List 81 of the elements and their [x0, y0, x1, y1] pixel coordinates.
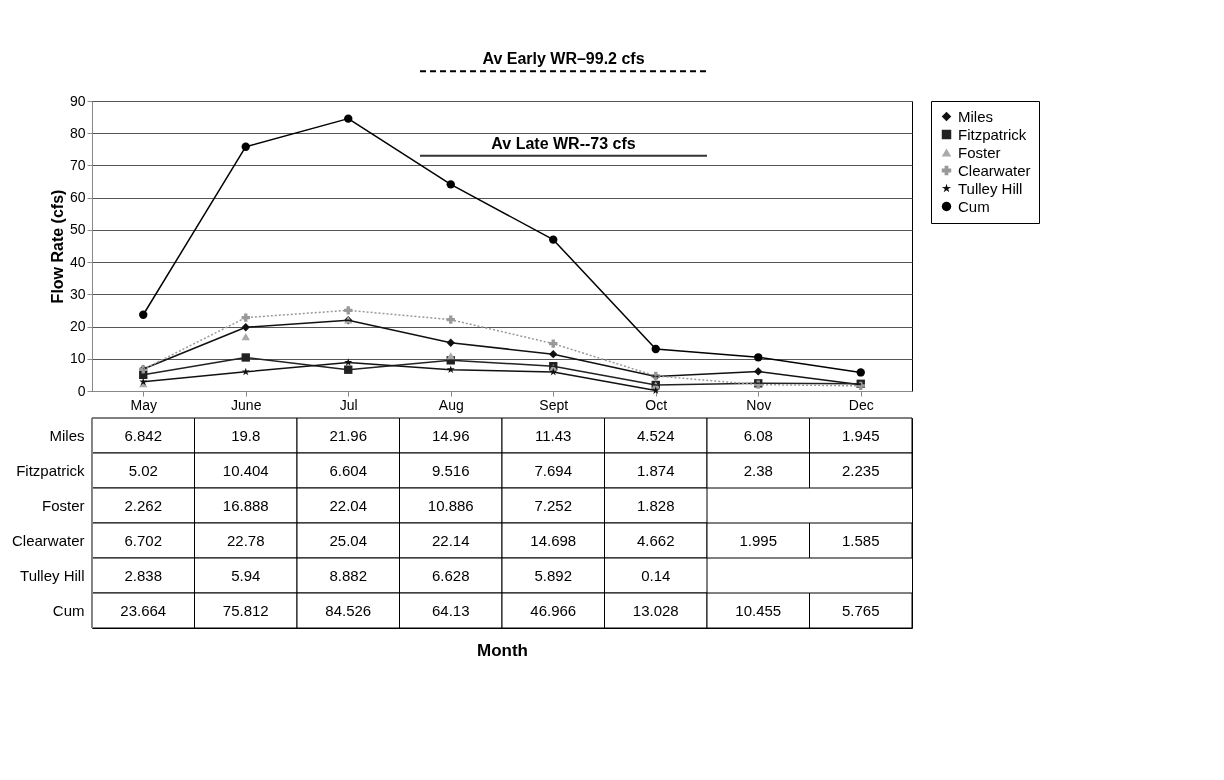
- data-label: 22.14: [431, 531, 470, 549]
- data-label: 1.945: [841, 426, 880, 444]
- ref-line-label: Av Early WR–99.2 cfs: [482, 50, 645, 68]
- data-label: 14.698: [530, 531, 577, 549]
- data-label: 9.516: [431, 461, 470, 479]
- data-label: 5.892: [534, 566, 573, 584]
- data-label: 6.604: [329, 461, 368, 479]
- data-label: 2.262: [124, 496, 163, 514]
- data-label: 1.995: [739, 531, 778, 549]
- ref-line-label: Av Late WR--73 cfs: [491, 134, 636, 152]
- text: Tulley Hill: [20, 566, 85, 584]
- data-label: 84.526: [325, 601, 372, 619]
- data-label: 13.028: [632, 601, 679, 619]
- y-tick-label: 10: [69, 350, 86, 367]
- data-label: 10.455: [735, 601, 782, 619]
- y-tick-label: 20: [69, 318, 86, 335]
- data-label: 4.524: [636, 426, 675, 444]
- data-label: 23.664: [120, 601, 167, 619]
- data-label: 2.838: [124, 566, 163, 584]
- text: Foster: [41, 496, 85, 514]
- data-label: 25.04: [329, 531, 368, 549]
- data-label: 19.8: [231, 426, 261, 444]
- x-tick-label: Jul: [339, 396, 358, 413]
- x-tick-label: Nov: [746, 396, 772, 413]
- data-label: 4.662: [636, 531, 675, 549]
- text: Clearwater: [11, 531, 85, 549]
- y-tick-label: 60: [69, 189, 86, 206]
- y-tick-label: 80: [69, 124, 86, 141]
- y-tick-label: 70: [69, 156, 86, 173]
- x-tick-label: Aug: [438, 396, 464, 413]
- data-label: 21.96: [329, 426, 368, 444]
- data-label: 7.694: [534, 461, 573, 479]
- x-tick-label: Sept: [539, 396, 569, 413]
- x-tick-label: May: [130, 396, 157, 413]
- data-label: 10.404: [222, 461, 269, 479]
- data-label: 6.702: [124, 531, 163, 549]
- text: Cum: [52, 601, 85, 619]
- point: [446, 352, 455, 360]
- data-label: 5.94: [231, 566, 261, 584]
- data-label: 2.38: [743, 461, 773, 479]
- text: Fitzpatrick: [16, 461, 85, 479]
- data-label: 64.13: [431, 601, 470, 619]
- data-label: 16.888: [222, 496, 269, 514]
- data-label: 6.842: [124, 426, 163, 444]
- legend-label: Cum: [958, 197, 990, 215]
- legend-label: Fitzpatrick: [958, 125, 1027, 143]
- data-label: 2.235: [841, 461, 880, 479]
- data-label: 1.828: [636, 496, 675, 514]
- data-label: 0.14: [641, 566, 671, 584]
- legend-label: Clearwater: [958, 161, 1031, 179]
- x-tick-label: Dec: [848, 396, 874, 413]
- data-label: 10.886: [427, 496, 474, 514]
- y-tick-label: 0: [77, 382, 86, 399]
- x-tick-label: June: [231, 396, 262, 413]
- y-tick-label: 40: [69, 253, 86, 270]
- data-label: 22.78: [226, 531, 265, 549]
- point: [241, 332, 250, 341]
- data-label: 5.765: [841, 601, 880, 619]
- y-axis-title: Flow Rate (cfs): [48, 189, 66, 304]
- data-label: 6.08: [743, 426, 773, 444]
- data-label: 5.02: [128, 461, 158, 479]
- text: Miles: [49, 426, 85, 444]
- y-tick-label: 50: [69, 221, 86, 238]
- data-label: 22.04: [329, 496, 368, 514]
- y-tick-label: 30: [69, 285, 86, 302]
- data-label: 8.882: [329, 566, 368, 584]
- y-tick-label: 90: [69, 92, 86, 109]
- legend-label: Foster: [958, 143, 1001, 161]
- data-label: 1.585: [841, 531, 880, 549]
- data-label: 46.966: [530, 601, 577, 619]
- data-label: 14.96: [431, 426, 470, 444]
- legend-label: Miles: [958, 107, 994, 125]
- point: [446, 365, 455, 374]
- data-label: 6.628: [431, 566, 470, 584]
- data-label: 11.43: [535, 426, 572, 444]
- data-label: 75.812: [222, 601, 269, 619]
- data-label: 1.874: [636, 461, 675, 479]
- x-tick-label: Oct: [645, 396, 668, 413]
- text: Month: [477, 640, 528, 660]
- legend-label: Tulley Hill: [958, 179, 1023, 197]
- data-label: 7.252: [534, 496, 573, 514]
